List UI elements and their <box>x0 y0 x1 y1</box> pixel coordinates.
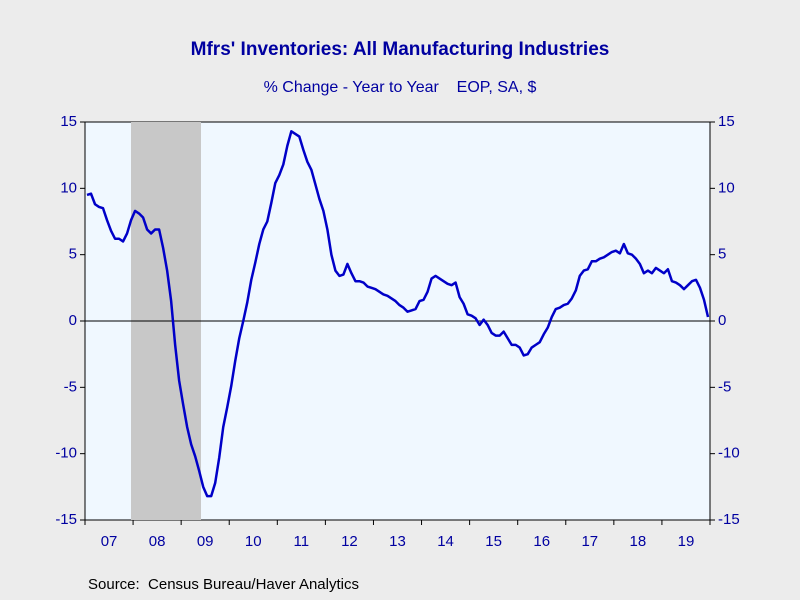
x-tick-label: 08 <box>149 533 166 550</box>
chart-subtitle: % Change - Year to Year EOP, SA, $ <box>264 79 537 96</box>
y-tick-label: 10 <box>60 179 77 196</box>
y2-tick-label: 5 <box>718 246 726 263</box>
x-tick-label: 07 <box>101 533 118 550</box>
y2-tick-label: -10 <box>718 445 740 462</box>
x-tick-label: 12 <box>341 533 358 550</box>
x-tick-label: 16 <box>533 533 550 550</box>
y2-tick-label: -15 <box>718 511 740 528</box>
x-tick-label: 13 <box>389 533 406 550</box>
chart-title: Mfrs' Inventories: All Manufacturing Ind… <box>191 39 610 60</box>
x-tick-label: 18 <box>630 533 647 550</box>
x-tick-label: 09 <box>197 533 214 550</box>
x-tick-label: 19 <box>678 533 695 550</box>
x-tick-label: 17 <box>581 533 598 550</box>
x-tick-label: 14 <box>437 533 454 550</box>
x-tick-label: 15 <box>485 533 502 550</box>
y2-tick-label: 15 <box>718 113 735 130</box>
data-line <box>86 130 710 498</box>
y2-tick-label: 0 <box>718 312 726 329</box>
source-note: Source: Census Bureau/Haver Analytics <box>88 576 359 593</box>
x-tick-label: 11 <box>294 533 310 550</box>
y-tick-label: 5 <box>69 246 77 263</box>
x-tick-label: 10 <box>245 533 262 550</box>
y2-tick-label: 10 <box>718 179 735 196</box>
y-tick-label: 0 <box>69 312 77 329</box>
y-tick-label: -10 <box>55 445 77 462</box>
y-tick-label: -5 <box>64 378 77 395</box>
y-tick-label: 15 <box>60 113 77 130</box>
y2-tick-label: -5 <box>718 378 731 395</box>
y-tick-label: -15 <box>55 511 77 528</box>
